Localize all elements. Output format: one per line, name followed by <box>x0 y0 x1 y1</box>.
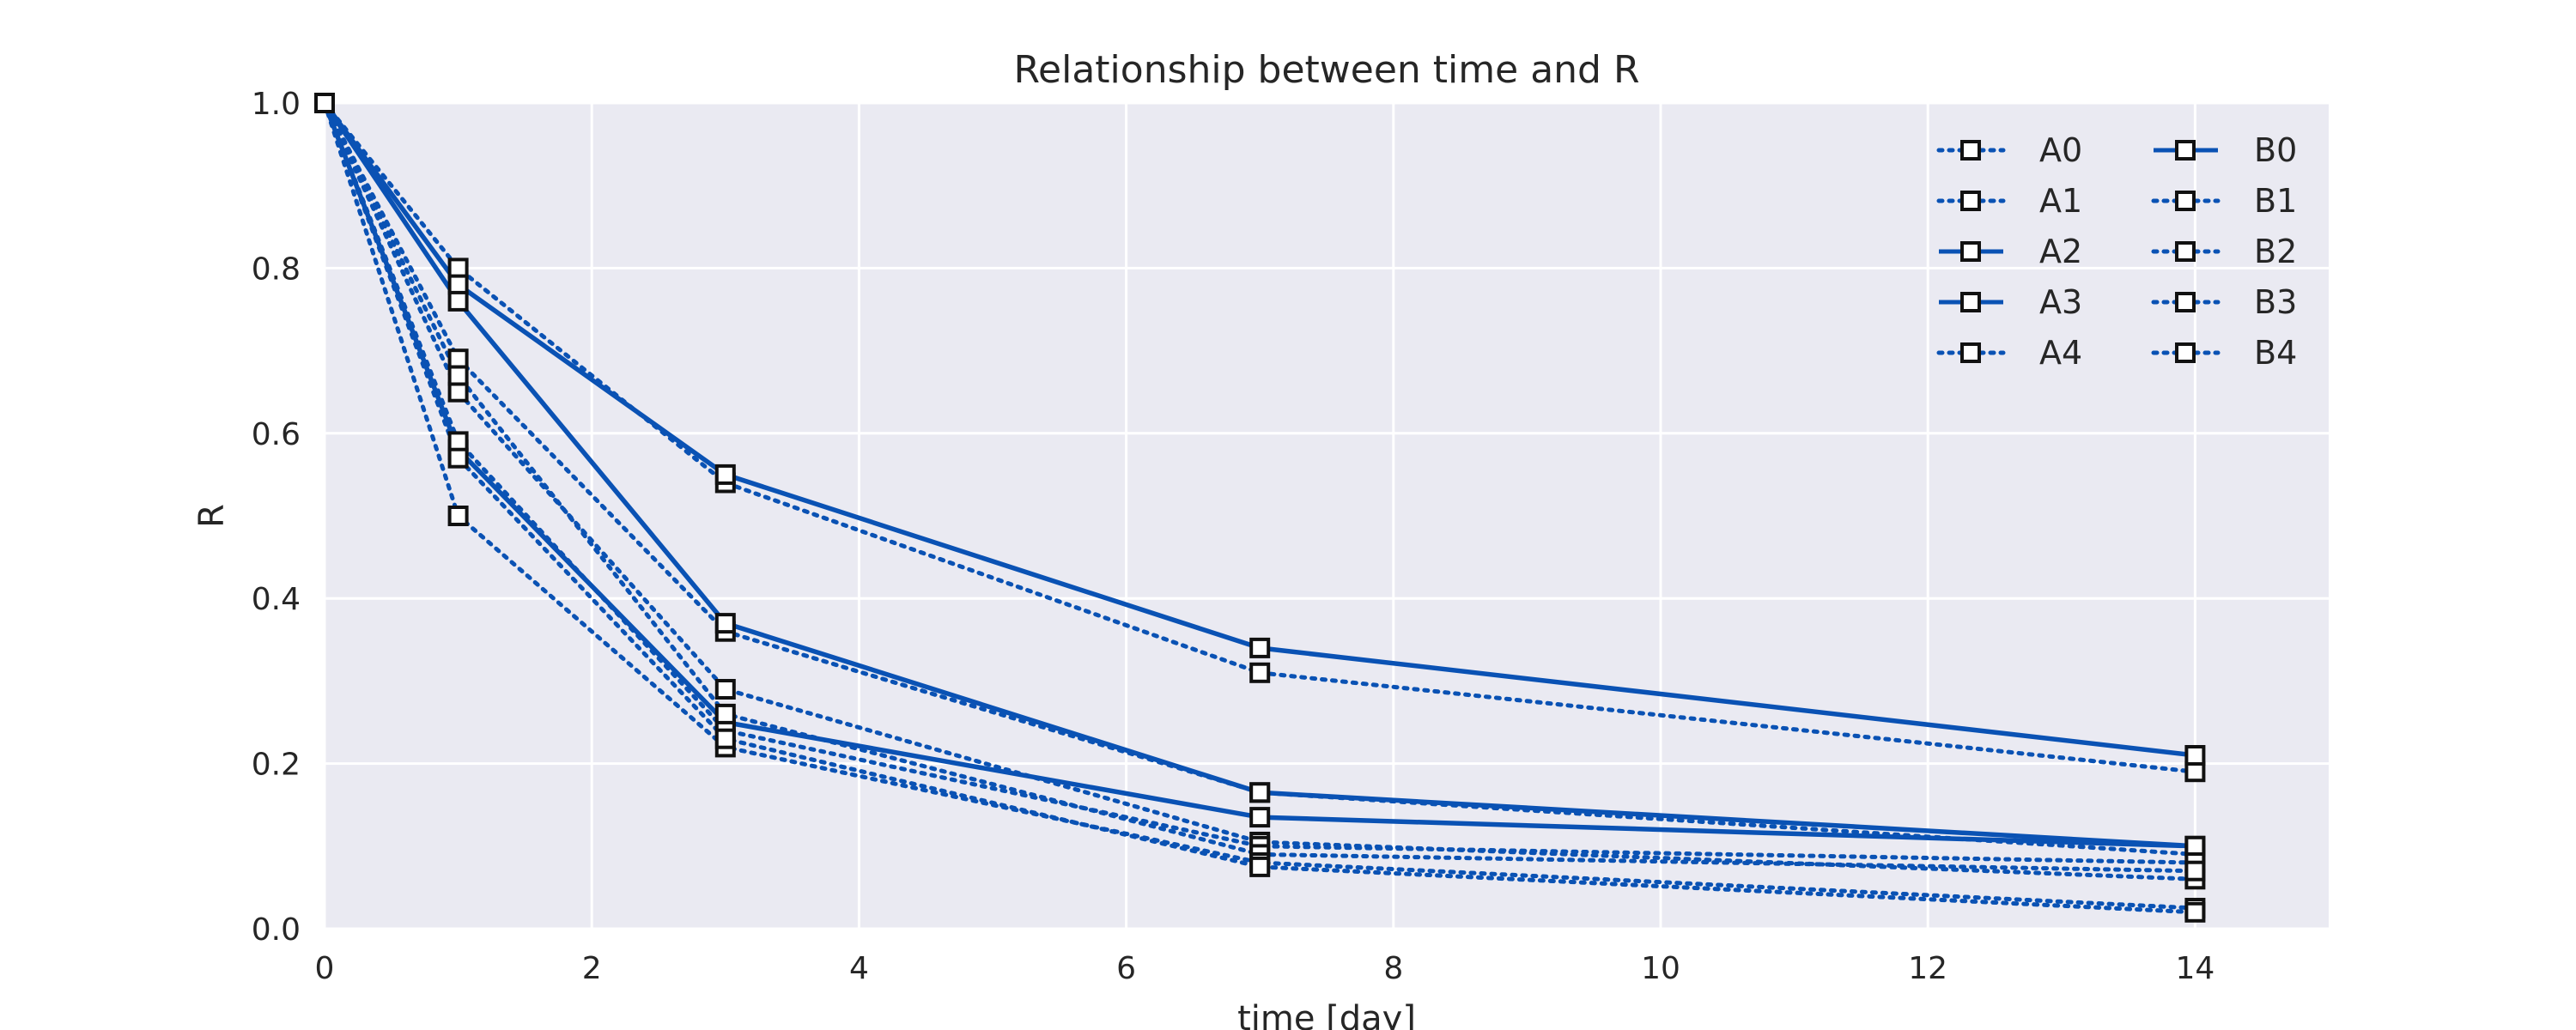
data-point <box>1249 662 1271 683</box>
x-tick-label: 10 <box>1641 951 1680 986</box>
x-tick-label: 12 <box>1908 951 1947 986</box>
tick-layer: 0 2 4 6 8 10 12 14 0.0 0.2 0.4 0.6 0.8 1.0 <box>252 87 2215 986</box>
data-point <box>447 274 469 295</box>
legend-item-A2: A2 <box>1939 233 2082 270</box>
chart-title: Relationship between time and R <box>1013 48 1639 92</box>
y-tick-label: 0.0 <box>252 912 301 948</box>
data-point <box>714 613 736 634</box>
legend-label: B1 <box>2254 182 2297 220</box>
legend-marker <box>1960 292 1981 312</box>
legend-label: A0 <box>2039 131 2082 169</box>
markers-B4 <box>314 93 2206 923</box>
y-tick-label: 0.6 <box>252 417 301 452</box>
legend-item-B2: B2 <box>2151 233 2297 270</box>
legend-label: B3 <box>2254 283 2297 321</box>
legend-marker <box>1960 140 1981 161</box>
legend-marker <box>2175 241 2196 262</box>
legend-label: B4 <box>2254 334 2297 372</box>
x-tick-label: 0 <box>315 951 335 986</box>
x-tick-label: 4 <box>849 951 869 986</box>
legend-label: A3 <box>2039 283 2082 321</box>
data-point <box>1249 637 1271 658</box>
legend-item-A1: A1 <box>1936 182 2082 220</box>
series-line <box>322 100 2197 882</box>
data-point <box>2184 761 2206 783</box>
data-point <box>447 365 469 386</box>
legend-item-B3: B3 <box>2151 283 2297 321</box>
series-layer <box>314 93 2206 923</box>
x-tick-label: 14 <box>2175 951 2215 986</box>
data-point <box>447 447 469 469</box>
data-point <box>447 506 469 526</box>
legend: A0 A1 A2 A3 A4 B0 B1 B2 B3 B4 <box>1936 131 2297 372</box>
x-tick-label: 8 <box>1383 951 1403 986</box>
data-point <box>447 258 469 279</box>
data-point <box>447 431 469 452</box>
legend-label: A4 <box>2039 334 2082 372</box>
legend-marker <box>2175 342 2196 363</box>
legend-label: B0 <box>2254 131 2297 169</box>
data-point <box>314 93 335 113</box>
legend-item-A4: A4 <box>1936 334 2082 372</box>
data-point <box>1249 807 1271 828</box>
data-point <box>714 728 736 749</box>
legend-marker <box>2175 292 2196 312</box>
data-point <box>1249 782 1271 803</box>
y-tick-label: 0.4 <box>252 582 301 617</box>
x-tick-label: 6 <box>1116 951 1136 986</box>
data-point <box>714 679 736 700</box>
legend-item-B1: B1 <box>2151 182 2297 220</box>
data-point <box>714 703 736 724</box>
data-point <box>714 464 736 485</box>
y-tick-label: 1.0 <box>252 87 301 122</box>
series-A4 <box>322 100 2197 882</box>
x-axis-label: time [day] <box>1237 999 1416 1030</box>
legend-item-B0: B0 <box>2154 131 2297 169</box>
data-point <box>2184 860 2206 882</box>
y-tick-label: 0.8 <box>252 251 301 287</box>
x-tick-label: 2 <box>582 951 602 986</box>
y-axis-label: R <box>192 504 232 528</box>
legend-marker <box>1960 241 1981 262</box>
data-point <box>2184 745 2206 766</box>
legend-marker <box>2175 140 2196 161</box>
legend-item-B4: B4 <box>2151 334 2297 372</box>
y-tick-label: 0.2 <box>252 748 301 783</box>
legend-label: A1 <box>2039 182 2082 220</box>
grid-layer <box>323 101 2329 930</box>
data-point <box>2184 901 2206 923</box>
legend-marker <box>1960 191 1981 211</box>
data-point <box>447 348 469 370</box>
legend-label: B2 <box>2254 233 2297 270</box>
plot-area <box>325 103 2329 929</box>
legend-item-A0: A0 <box>1936 131 2082 169</box>
data-point <box>2184 835 2206 857</box>
legend-marker <box>2175 191 2196 211</box>
legend-item-A3: A3 <box>1939 283 2082 321</box>
legend-marker <box>1960 342 1981 363</box>
data-point <box>447 290 469 312</box>
legend-label: A2 <box>2039 233 2082 270</box>
data-point <box>447 381 469 403</box>
data-point <box>1249 856 1271 877</box>
